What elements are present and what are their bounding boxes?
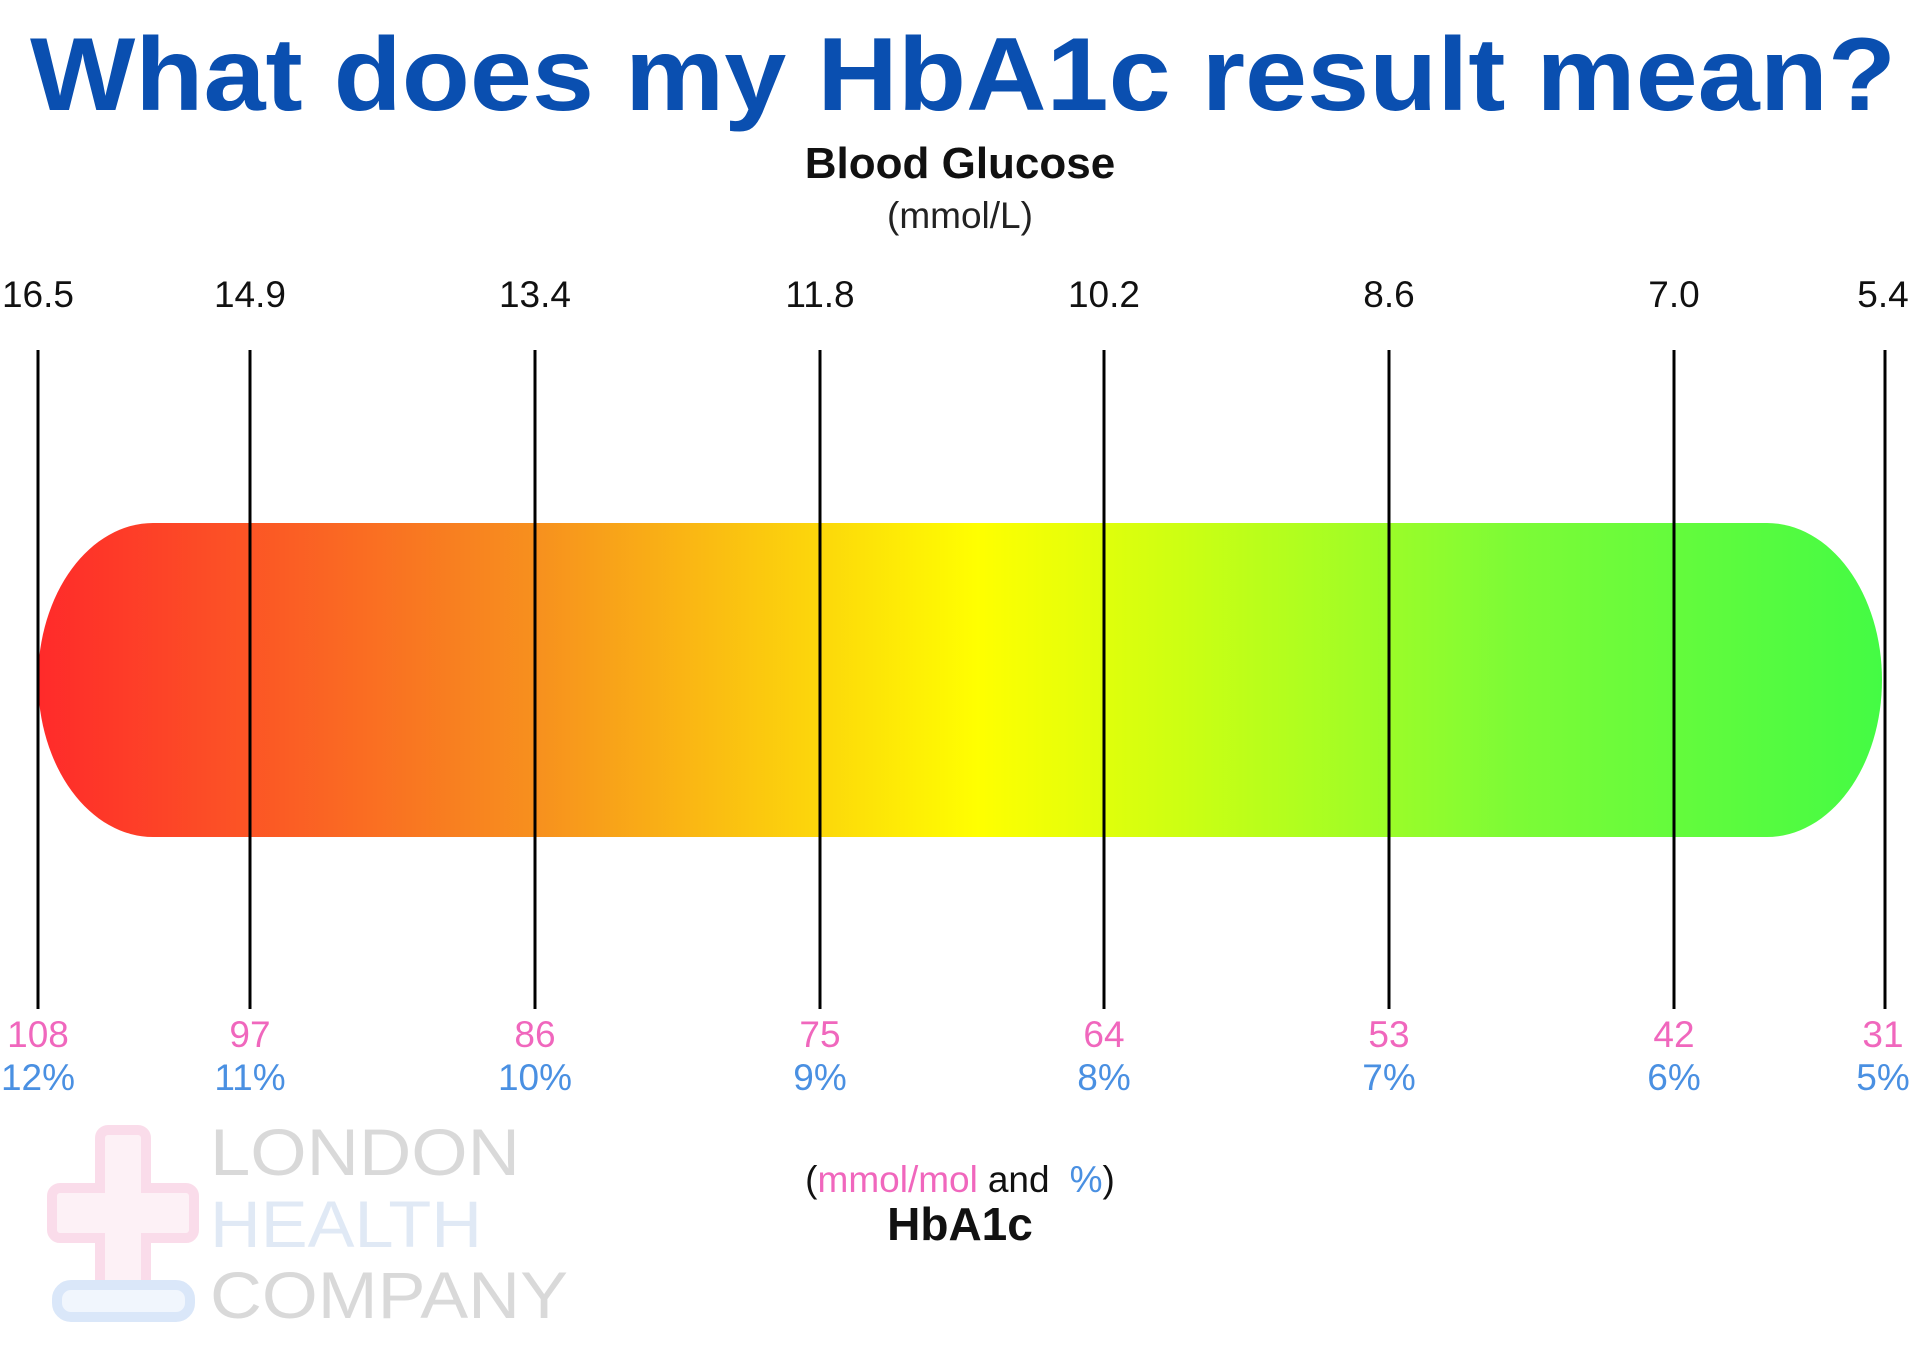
- mmol-mol-tick-label: 97: [229, 1014, 270, 1055]
- percent-tick-label: 6%: [1647, 1057, 1700, 1098]
- unit-mmol-mol: mmol/mol: [818, 1159, 978, 1200]
- top-axis-unit: (mmol/L): [887, 195, 1033, 236]
- mmol-mol-tick-label: 31: [1862, 1014, 1903, 1055]
- percent-tick-label: 10%: [498, 1057, 572, 1098]
- percent-tick-label: 9%: [793, 1057, 846, 1098]
- logo: LONDON HEALTH COMPANY: [47, 1115, 568, 1332]
- top-axis-label: Blood Glucose: [805, 139, 1115, 188]
- glucose-tick-label: 11.8: [785, 274, 854, 315]
- percent-tick-label: 5%: [1856, 1057, 1909, 1098]
- unit-and: and: [988, 1159, 1050, 1200]
- glucose-tick-label: 5.4: [1857, 274, 1908, 315]
- percent-tick-label: 11%: [214, 1057, 285, 1098]
- mmol-mol-tick-label: 42: [1653, 1014, 1694, 1055]
- logo-line-2: HEALTH: [210, 1187, 482, 1261]
- mmol-mol-tick-label: 53: [1368, 1014, 1409, 1055]
- glucose-tick-label: 16.5: [2, 274, 74, 315]
- percent-tick-label: 12%: [1, 1057, 75, 1098]
- bottom-axis-unit: (mmol/mol and%): [805, 1159, 1115, 1200]
- percent-tick-label: 8%: [1077, 1057, 1130, 1098]
- percent-tick-label: 7%: [1362, 1057, 1415, 1098]
- gradient-bar: [38, 523, 1882, 837]
- mmol-mol-tick-label: 75: [799, 1014, 840, 1055]
- mmol-mol-tick-label: 86: [514, 1014, 555, 1055]
- logo-line-1: LONDON: [210, 1115, 520, 1189]
- glucose-tick-label: 14.9: [214, 274, 286, 315]
- mmol-mol-tick-label: 108: [7, 1014, 69, 1055]
- unit-percent: %: [1070, 1159, 1103, 1200]
- glucose-tick-label: 8.6: [1363, 274, 1414, 315]
- mmol-mol-tick-label: 64: [1083, 1014, 1124, 1055]
- logo-cross-icon: [47, 1125, 199, 1297]
- glucose-tick-label: 13.4: [499, 274, 571, 315]
- glucose-tick-label: 7.0: [1648, 274, 1699, 315]
- chart-title: What does my HbA1c result mean?: [30, 17, 1896, 133]
- unit-open-paren: (: [805, 1159, 818, 1200]
- logo-minus-icon: [52, 1280, 195, 1322]
- logo-line-3: COMPANY: [210, 1258, 568, 1332]
- bottom-axis-label: HbA1c: [887, 1198, 1033, 1250]
- glucose-tick-label: 10.2: [1068, 274, 1140, 315]
- unit-close-paren: ): [1102, 1159, 1114, 1200]
